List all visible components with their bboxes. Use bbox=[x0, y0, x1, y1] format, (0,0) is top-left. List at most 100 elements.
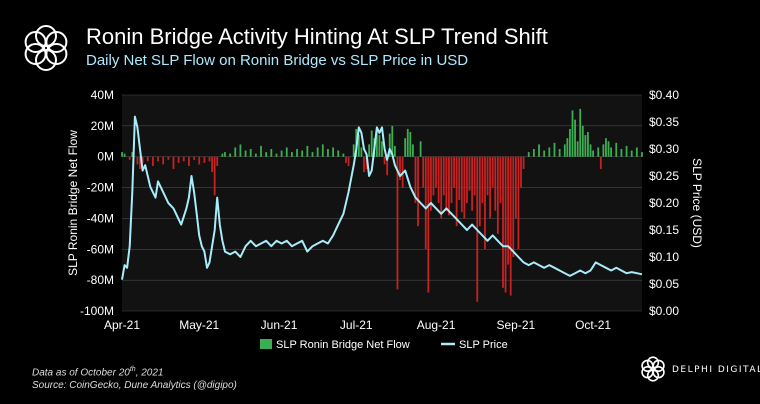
net-flow-bar bbox=[494, 156, 497, 211]
net-flow-bar bbox=[571, 110, 574, 157]
y-right-tick-label: $0.35 bbox=[649, 115, 679, 129]
net-flow-bar bbox=[569, 128, 571, 157]
net-flow-bar bbox=[589, 144, 592, 157]
net-flow-bar bbox=[123, 153, 126, 157]
net-flow-bar bbox=[463, 156, 466, 219]
net-flow-bar bbox=[360, 147, 363, 157]
net-flow-bar bbox=[386, 156, 389, 176]
chart-subtitle: Daily Net SLP Flow on Ronin Bridge vs SL… bbox=[86, 52, 469, 69]
net-flow-bar bbox=[234, 147, 237, 157]
net-flow-bar bbox=[517, 156, 520, 250]
y-right-tick-label: $0.30 bbox=[649, 142, 679, 156]
net-flow-bar bbox=[430, 156, 432, 211]
net-flow-bar bbox=[448, 156, 450, 216]
net-flow-bar bbox=[409, 132, 412, 157]
net-flow-bar bbox=[352, 144, 355, 157]
net-flow-bar bbox=[321, 144, 324, 157]
net-flow-bar bbox=[543, 150, 546, 157]
net-flow-bar bbox=[182, 156, 185, 162]
legend-swatch-net-flow bbox=[260, 339, 272, 349]
net-flow-bar bbox=[625, 145, 628, 157]
chart-svg: 40M 20M 0M -20M -40M -60M -80M -100M $0.40 $0.35 $… bbox=[66, 88, 704, 351]
y-right-tick-label: $0.05 bbox=[649, 277, 679, 291]
net-flow-bar bbox=[512, 156, 515, 257]
net-flow-bar bbox=[224, 152, 226, 157]
net-flow-bar bbox=[249, 149, 252, 157]
net-flow-bar bbox=[162, 156, 165, 165]
y-left-tick-label: 40M bbox=[91, 88, 114, 102]
net-flow-bar bbox=[563, 144, 566, 157]
net-flow-bar bbox=[605, 138, 607, 157]
x-tick-label: Oct-21 bbox=[575, 318, 611, 332]
net-flow-bar bbox=[466, 156, 468, 203]
net-flow-bar bbox=[630, 150, 633, 157]
legend-label-net-flow: SLP Ronin Bridge Net Flow bbox=[276, 339, 410, 351]
net-flow-bar bbox=[432, 156, 435, 196]
y-right-tick-label: $0.15 bbox=[649, 223, 679, 237]
net-flow-bar bbox=[370, 130, 373, 157]
x-tick-label: Apr-21 bbox=[104, 318, 140, 332]
y-left-tick-label: 20M bbox=[91, 119, 114, 133]
net-flow-bar bbox=[437, 156, 440, 203]
x-tick-label: Aug-21 bbox=[417, 318, 456, 332]
net-flow-bar bbox=[151, 156, 154, 166]
net-flow-bar bbox=[193, 156, 195, 160]
net-flow-bar bbox=[478, 156, 481, 227]
net-flow-bar bbox=[553, 142, 556, 157]
net-flow-bar bbox=[579, 108, 582, 157]
net-flow-bar bbox=[381, 141, 383, 157]
y-left-tick-label: -80M bbox=[87, 273, 114, 287]
net-flow-bar bbox=[365, 156, 368, 170]
net-flow-bar bbox=[499, 156, 502, 203]
net-flow-bar bbox=[337, 150, 340, 157]
net-flow-bar bbox=[514, 156, 517, 219]
net-flow-bar bbox=[141, 156, 144, 163]
net-flow-bar bbox=[587, 132, 589, 157]
net-flow-bar bbox=[229, 153, 232, 157]
net-flow-bar bbox=[208, 156, 211, 162]
net-flow-bar bbox=[576, 141, 579, 157]
y-left-tick-label: -20M bbox=[87, 181, 114, 195]
net-flow-bar bbox=[504, 156, 507, 293]
net-flow-bar bbox=[391, 125, 394, 157]
net-flow-bar bbox=[172, 156, 175, 170]
net-flow-bar bbox=[445, 156, 448, 211]
net-flow-bar bbox=[198, 156, 201, 165]
net-flow-bar bbox=[592, 150, 594, 157]
net-flow-bar bbox=[291, 152, 293, 157]
net-flow-bar bbox=[316, 147, 319, 157]
net-flow-bar bbox=[177, 156, 180, 163]
net-flow-bar bbox=[520, 156, 522, 188]
net-flow-bar bbox=[455, 156, 458, 227]
net-flow-bar bbox=[509, 156, 512, 296]
net-flow-bar bbox=[620, 149, 623, 157]
net-flow-bar bbox=[491, 156, 494, 188]
net-flow-bar bbox=[414, 156, 417, 203]
net-flow-bar bbox=[203, 156, 206, 163]
net-flow-bar bbox=[188, 156, 190, 166]
net-flow-bar bbox=[486, 156, 489, 196]
net-flow-bar bbox=[602, 144, 605, 157]
net-flow-bar bbox=[453, 156, 455, 188]
net-flow-bar bbox=[424, 156, 427, 250]
net-flow-bar bbox=[502, 156, 504, 288]
net-flow-bar bbox=[121, 152, 123, 157]
net-flow-bar bbox=[270, 149, 273, 157]
net-flow-bar bbox=[345, 156, 347, 163]
net-flow-bar bbox=[139, 156, 141, 170]
y-left-tick-label: 0M bbox=[97, 150, 114, 164]
net-flow-bar bbox=[489, 156, 492, 219]
y-left-axis-label: SLP Ronin Bridge Net Flow bbox=[66, 130, 80, 276]
net-flow-bar bbox=[167, 156, 170, 160]
x-tick-label: May-21 bbox=[179, 318, 219, 332]
data-date-note: Data as of October 20th, 2021 bbox=[32, 366, 164, 379]
net-flow-bar bbox=[311, 152, 314, 157]
net-flow-bar bbox=[566, 138, 569, 157]
net-flow-bar bbox=[607, 141, 610, 157]
y-left-tick-label: -40M bbox=[87, 211, 114, 225]
net-flow-bar bbox=[522, 156, 525, 170]
net-flow-bar bbox=[641, 152, 643, 157]
net-flow-bar bbox=[383, 156, 386, 165]
net-flow-bar bbox=[285, 147, 288, 157]
